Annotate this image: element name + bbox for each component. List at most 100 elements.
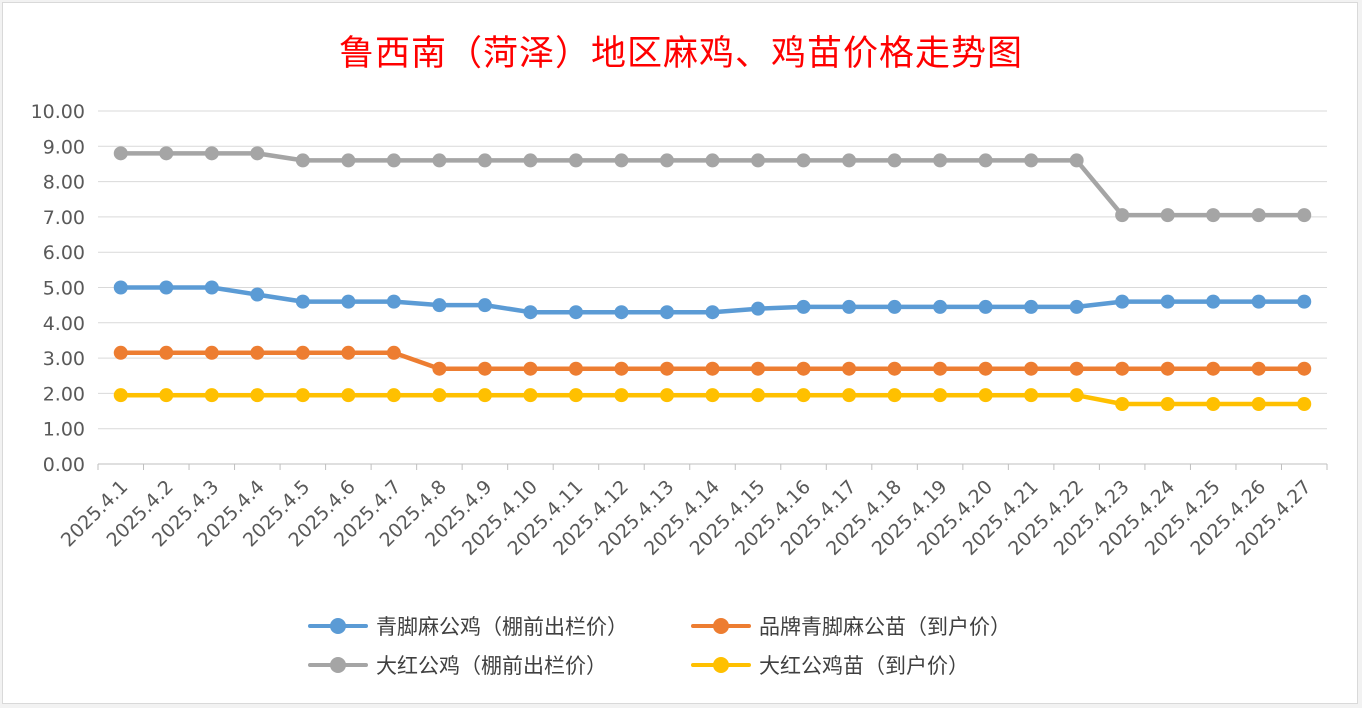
data-point (113, 388, 128, 403)
y-tick-label: 10.00 (31, 101, 85, 123)
data-point (887, 153, 902, 168)
data-point (659, 305, 674, 320)
data-point (705, 153, 720, 168)
data-point (113, 345, 128, 360)
data-point (842, 299, 857, 314)
data-point (978, 299, 993, 314)
data-point (204, 388, 219, 403)
data-point (1206, 396, 1221, 411)
legend-item-dahong-chick: 大红公鸡苗（到户价） (691, 650, 969, 680)
data-point (659, 388, 674, 403)
legend-swatch-icon (308, 616, 368, 636)
data-point (432, 298, 447, 313)
data-point (250, 287, 265, 302)
line-chart: 0.00 1.00 2.00 3.00 4.00 5.00 6.00 7.00 8.00 9.00… (31, 101, 1328, 560)
data-point (933, 388, 948, 403)
data-point (1115, 361, 1130, 376)
data-point (659, 153, 674, 168)
data-point (523, 388, 538, 403)
data-point (1024, 361, 1039, 376)
data-point (1297, 208, 1312, 223)
y-tick-label: 3.00 (43, 348, 85, 370)
data-point (159, 146, 174, 161)
data-point (295, 294, 310, 309)
data-point (250, 146, 265, 161)
data-point (1024, 299, 1039, 314)
data-point (341, 345, 356, 360)
data-point (705, 388, 720, 403)
legend-item-qingjiao-rooster: 青脚麻公鸡（棚前出栏价） (308, 611, 628, 641)
data-point (887, 388, 902, 403)
data-point (842, 153, 857, 168)
data-point (477, 388, 492, 403)
data-point (1297, 294, 1312, 309)
data-point (1297, 361, 1312, 376)
data-point (386, 153, 401, 168)
data-point (295, 345, 310, 360)
data-point (1251, 294, 1266, 309)
data-point (568, 388, 583, 403)
data-point (1024, 388, 1039, 403)
data-point (751, 388, 766, 403)
data-point (978, 153, 993, 168)
y-tick-label: 4.00 (43, 313, 85, 335)
legend-label: 青脚麻公鸡（棚前出栏价） (376, 615, 628, 639)
data-point (1069, 299, 1084, 314)
data-point (250, 388, 265, 403)
data-point (295, 388, 310, 403)
data-point (386, 345, 401, 360)
data-point (159, 345, 174, 360)
data-point (1160, 361, 1175, 376)
data-point (432, 153, 447, 168)
data-point (978, 361, 993, 376)
data-point (1206, 294, 1221, 309)
data-point (1069, 388, 1084, 403)
data-point (842, 361, 857, 376)
legend-swatch-icon (691, 616, 751, 636)
data-point (1206, 208, 1221, 223)
data-point (614, 153, 629, 168)
data-point (796, 361, 811, 376)
y-tick-label: 2.00 (43, 383, 85, 405)
data-point (751, 361, 766, 376)
data-point (1251, 208, 1266, 223)
data-point (523, 305, 538, 320)
data-point (751, 153, 766, 168)
data-point (751, 301, 766, 316)
data-point (1115, 208, 1130, 223)
data-point (933, 299, 948, 314)
y-tick-label: 6.00 (43, 242, 85, 264)
data-point (1115, 396, 1130, 411)
data-point (432, 361, 447, 376)
y-tick-label: 1.00 (43, 419, 85, 441)
y-tick-label: 8.00 (43, 172, 85, 194)
data-point (523, 361, 538, 376)
data-point (933, 361, 948, 376)
data-point (614, 388, 629, 403)
legend-item-brand-chick: 品牌青脚麻公苗（到户价） (691, 611, 1011, 641)
data-point (796, 388, 811, 403)
data-point (295, 153, 310, 168)
data-point (568, 305, 583, 320)
data-point (1115, 294, 1130, 309)
data-point (523, 153, 538, 168)
data-point (159, 280, 174, 295)
data-point (568, 153, 583, 168)
data-point (1069, 361, 1084, 376)
y-tick-label: 9.00 (43, 136, 85, 158)
chart-title: 鲁西南（菏泽）地区麻鸡、鸡苗价格走势图 (338, 34, 1023, 74)
data-point (887, 299, 902, 314)
data-point (1251, 361, 1266, 376)
data-point (113, 146, 128, 161)
data-point (842, 388, 857, 403)
data-point (796, 299, 811, 314)
data-point (705, 361, 720, 376)
data-point (614, 361, 629, 376)
data-point (477, 153, 492, 168)
data-point (204, 345, 219, 360)
data-point (204, 280, 219, 295)
data-point (1206, 361, 1221, 376)
legend-swatch-icon (308, 655, 368, 675)
data-point (887, 361, 902, 376)
data-point (1297, 396, 1312, 411)
